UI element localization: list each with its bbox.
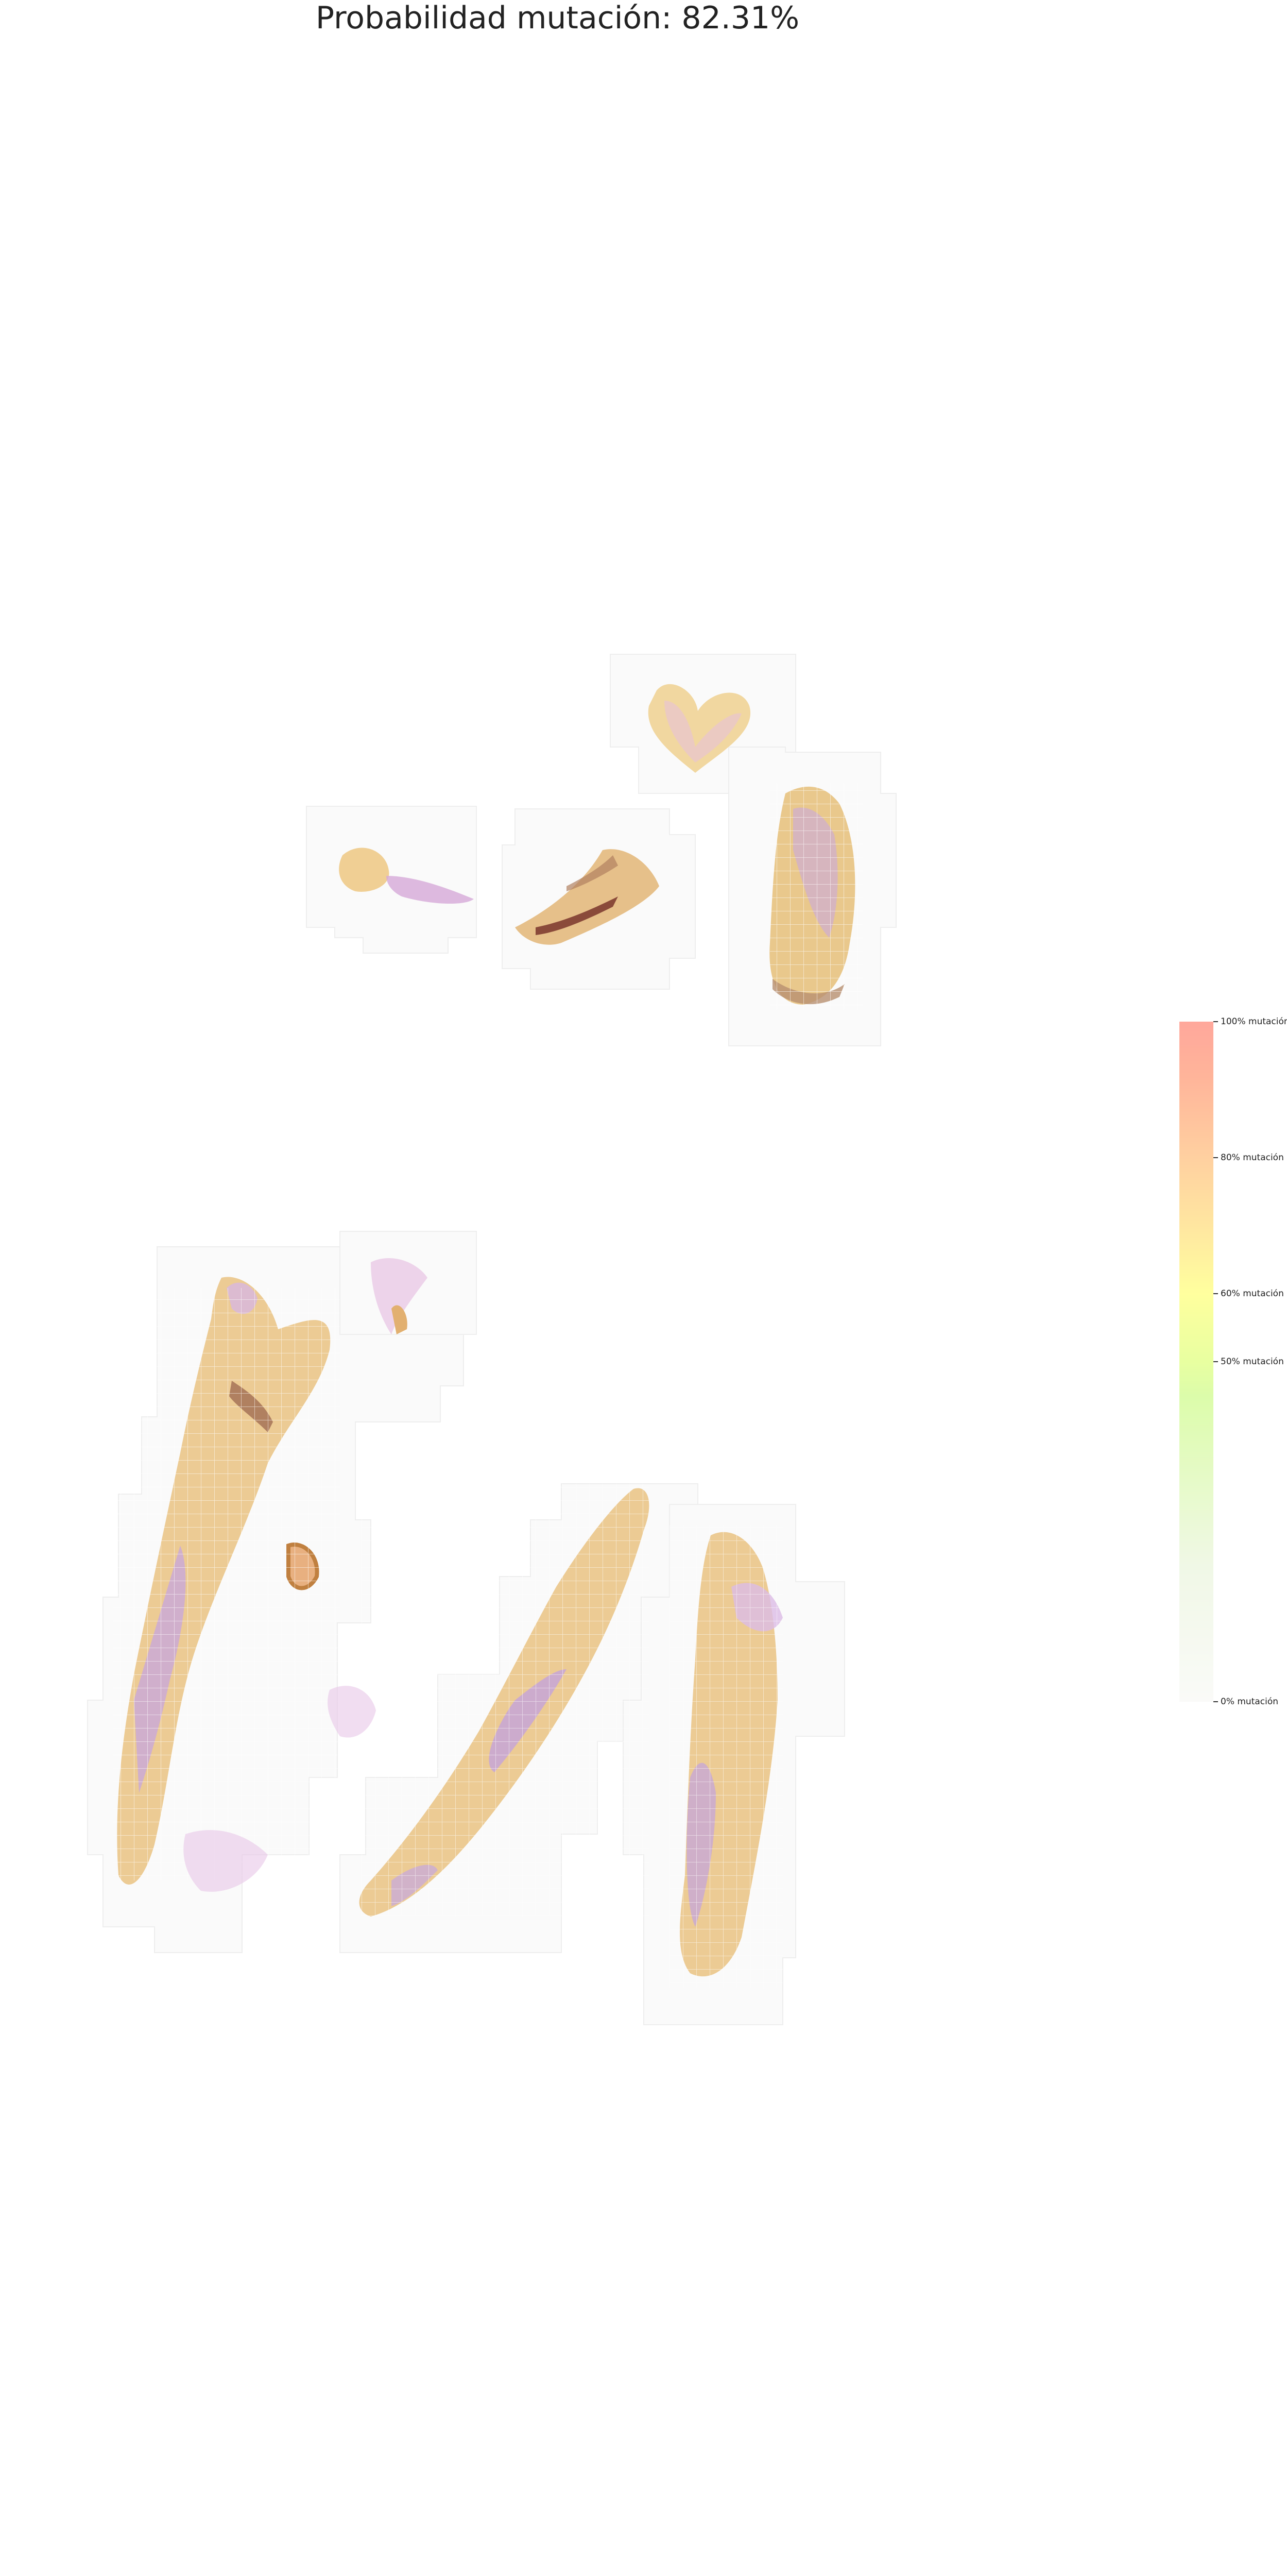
- tissue-fragment-mid-upper: [515, 849, 659, 945]
- tissue-fragment-left-small: [339, 848, 474, 904]
- tissue-fragment-scatter: [183, 1686, 376, 1892]
- figure-title: Probabilidad mutación: 82.31%: [315, 0, 800, 36]
- tissue-fragment-right-lower: [670, 1525, 783, 1989]
- tissue-fragment-heart: [648, 684, 751, 773]
- tissue-fragment-right-upper: [769, 783, 863, 1010]
- colorbar: [1179, 1022, 1213, 1702]
- tissue-fragment-middle-diagonal: [359, 1484, 649, 1917]
- tissue-fragment-large-left: [113, 1258, 427, 1885]
